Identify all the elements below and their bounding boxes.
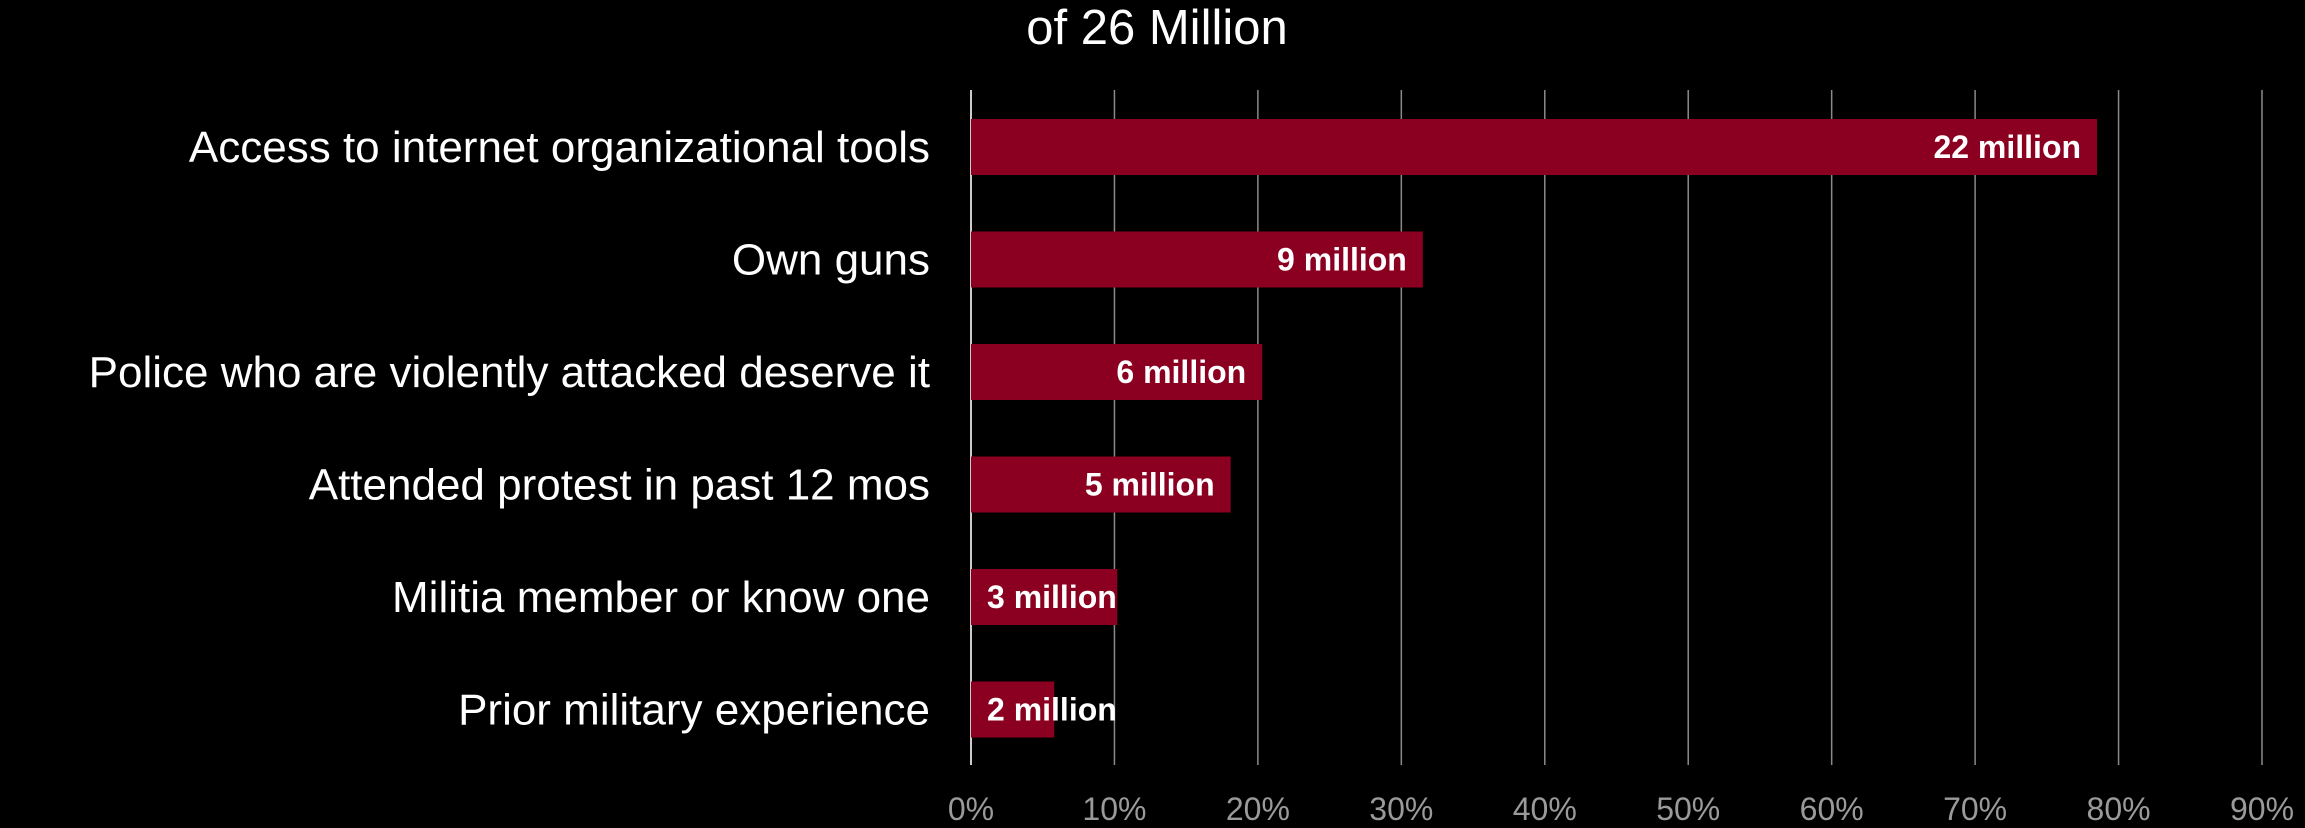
- category-label: Militia member or know one: [392, 573, 930, 622]
- category-label: Police who are violently attacked deserv…: [89, 348, 930, 397]
- data-label: 2 million: [987, 692, 1117, 728]
- category-labels: Access to internet organizational tools O…: [89, 123, 930, 735]
- data-label: 22 million: [1933, 129, 2081, 165]
- gridlines: [970, 90, 2263, 765]
- x-tick-label: 90%: [2230, 791, 2294, 827]
- chart-title: of 26 Million: [1026, 1, 1287, 55]
- x-tick-label: 60%: [1800, 791, 1864, 827]
- bar: [971, 344, 1263, 400]
- data-label: 3 million: [987, 579, 1117, 615]
- bar: [971, 119, 2098, 175]
- x-tick-label: 30%: [1369, 791, 1433, 827]
- bar: [971, 569, 1118, 625]
- bars: [971, 119, 2098, 738]
- bar: [971, 456, 1231, 513]
- x-tick-labels: 0% 10% 20% 30% 40% 50% 60% 70% 80% 90%: [948, 791, 2294, 827]
- x-tick-label: 40%: [1513, 791, 1577, 827]
- bar: [971, 681, 1055, 738]
- data-labels: 22 million 9 million 6 million 5 million 3 m…: [987, 129, 2081, 728]
- category-label: Access to internet organizational tools: [189, 123, 930, 172]
- x-tick-label: 20%: [1226, 791, 1290, 827]
- data-label: 9 million: [1277, 242, 1407, 278]
- data-label: 5 million: [1085, 467, 1215, 503]
- x-tick-label: 80%: [2087, 791, 2151, 827]
- x-tick-label: 70%: [1943, 791, 2007, 827]
- x-tick-label: 0%: [948, 791, 994, 827]
- category-label: Attended protest in past 12 mos: [309, 461, 930, 510]
- x-tick-label: 50%: [1656, 791, 1720, 827]
- bar: [971, 231, 1423, 288]
- category-label: Prior military experience: [458, 686, 930, 735]
- data-label: 6 million: [1116, 354, 1246, 390]
- category-label: Own guns: [732, 236, 930, 285]
- x-tick-label: 10%: [1082, 791, 1146, 827]
